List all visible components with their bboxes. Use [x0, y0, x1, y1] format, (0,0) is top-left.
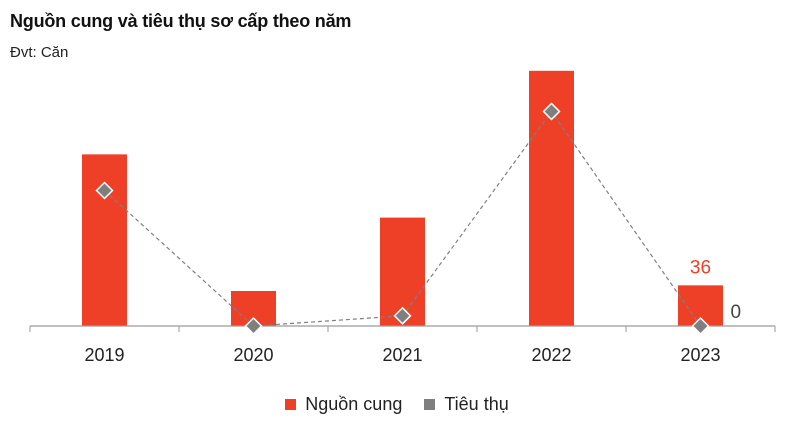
- x-tick-label-2021: 2021: [382, 345, 422, 365]
- chart-title: Nguồn cung và tiêu thụ sơ cấp theo năm: [10, 11, 352, 31]
- data-label-consumption-2023: 0: [731, 302, 742, 323]
- x-tick-label-2020: 2020: [233, 345, 273, 365]
- consumption-point-2022: [542, 102, 561, 121]
- consumption-point-2021: [393, 306, 412, 325]
- legend-item-supply: Nguồn cung: [285, 394, 402, 415]
- x-tick-label-2022: 2022: [531, 345, 571, 365]
- chart-legend: Nguồn cung Tiêu thụ: [0, 394, 794, 415]
- legend-swatch-consumption: [424, 399, 436, 410]
- legend-label-consumption: Tiêu thụ: [444, 394, 509, 414]
- data-label-supply-2023: 36: [690, 257, 711, 278]
- bar-2019: [82, 154, 127, 326]
- consumption-point-2020: [244, 316, 263, 336]
- chart-unit-subtitle: Đvt: Căn: [10, 44, 69, 61]
- consumption-point-2023: [691, 316, 710, 336]
- legend-label-supply: Nguồn cung: [305, 394, 403, 414]
- x-tick-label-2019: 2019: [84, 345, 124, 365]
- consumption-point-2019: [95, 181, 114, 200]
- legend-swatch-supply: [285, 399, 297, 410]
- x-tick-label-2023: 2023: [680, 345, 720, 365]
- legend-item-consumption: Tiêu thụ: [424, 394, 509, 415]
